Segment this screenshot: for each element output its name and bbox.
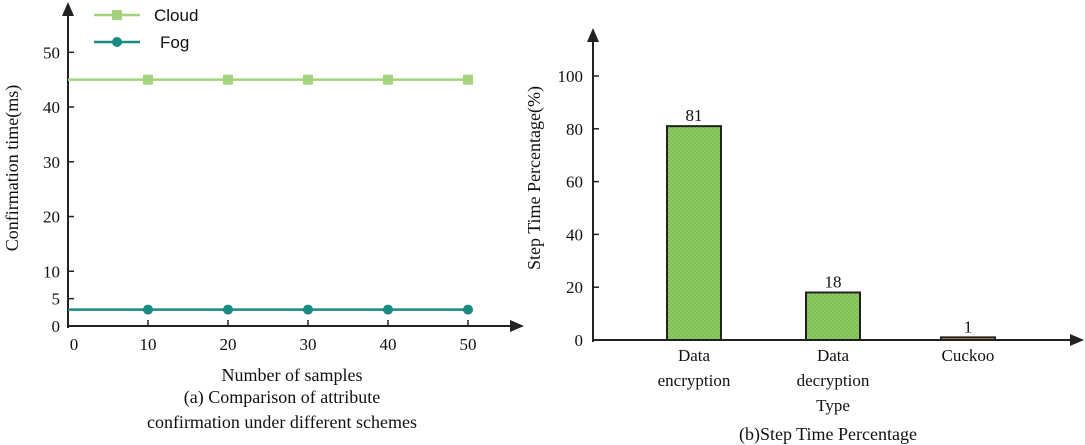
data-point-fog bbox=[383, 304, 393, 315]
data-point-fog bbox=[223, 304, 233, 315]
bar-data-encryption bbox=[666, 125, 722, 341]
data-point-cloud bbox=[223, 74, 233, 85]
bar-y-axis-label: Step Time Percentage(%) bbox=[524, 86, 545, 270]
line-x-tick-label: 30 bbox=[300, 335, 317, 354]
line-x-tick-label: 50 bbox=[460, 335, 477, 354]
bar-category-label-data-encryption: Data bbox=[678, 346, 711, 365]
bar-y-tick-label: 40 bbox=[566, 225, 583, 244]
line-x-tick-label: 40 bbox=[380, 335, 397, 354]
line-chart-caption-line-1: (a) Comparison of attribute bbox=[184, 387, 380, 408]
bar-category-label-data-decryption: decryption bbox=[797, 371, 870, 390]
bar-category-label-cuckoo: Cuckoo bbox=[942, 346, 995, 365]
data-point-cloud bbox=[303, 74, 313, 85]
bar-value-label-cuckoo: 1 bbox=[964, 317, 973, 336]
line-y-tick-label: 30 bbox=[43, 153, 60, 172]
line-y-tick-label: 50 bbox=[43, 43, 60, 62]
line-chart: 0 5 10 20 30 40 50 0 10 20 30 40 50 Cloud Fog Numbe… bbox=[2, 2, 524, 432]
bar-y-tick-label: 0 bbox=[575, 331, 584, 350]
bar-category-label-data-decryption: Data bbox=[817, 346, 850, 365]
bar-y-tick-label: 100 bbox=[558, 67, 584, 86]
line-y-tick-label: 0 bbox=[52, 317, 61, 336]
line-chart-x-axis-arrow bbox=[510, 320, 524, 332]
bar-y-tick-label: 80 bbox=[566, 120, 583, 139]
data-point-cloud bbox=[463, 74, 473, 85]
legend-fog-circle-marker bbox=[112, 37, 122, 47]
line-y-axis-label: Confirmation time(ms) bbox=[2, 85, 23, 251]
line-y-tick-label: 10 bbox=[43, 262, 60, 281]
line-x-axis-label: Number of samples bbox=[222, 365, 363, 385]
bar-chart-caption: (b)Step Time Percentage bbox=[739, 424, 917, 445]
bar-value-label-data-decryption: 18 bbox=[825, 272, 842, 291]
line-y-tick-label: 20 bbox=[43, 208, 60, 227]
bar-category-label-data-encryption: encryption bbox=[658, 371, 731, 390]
line-x-tick-label: 20 bbox=[220, 335, 237, 354]
legend-item-cloud: Cloud bbox=[94, 6, 198, 25]
legend-cloud-label: Cloud bbox=[154, 6, 198, 25]
line-y-tick-label: 40 bbox=[43, 98, 60, 117]
bar-category-label-data-decryption: Type bbox=[816, 396, 850, 415]
bar-chart-x-axis-arrow bbox=[1070, 334, 1084, 346]
data-point-fog bbox=[143, 304, 153, 315]
line-x-tick-label: 10 bbox=[140, 335, 157, 354]
line-chart-caption-line-2: confirmation under different schemes bbox=[147, 412, 417, 432]
bar-chart-y-axis-arrow bbox=[587, 28, 599, 42]
bar-value-label-data-encryption: 81 bbox=[686, 106, 703, 125]
legend-cloud-square-marker bbox=[112, 10, 122, 20]
bar-chart: 0 20 40 60 80 100 81 Data encryption 18 Data decry… bbox=[524, 28, 1084, 445]
data-point-fog bbox=[463, 304, 473, 315]
data-point-cloud bbox=[383, 74, 393, 85]
line-y-tick-label: 5 bbox=[52, 290, 61, 309]
line-x-tick-label: 0 bbox=[70, 335, 79, 354]
bar-cuckoo bbox=[940, 336, 996, 341]
bar-data-decryption bbox=[805, 291, 861, 342]
line-chart-y-axis-arrow bbox=[62, 2, 74, 16]
data-point-fog bbox=[303, 304, 313, 315]
bar-y-tick-label: 60 bbox=[566, 173, 583, 192]
legend-item-fog: Fog bbox=[94, 33, 189, 52]
line-legend: Cloud Fog bbox=[94, 6, 198, 52]
data-point-cloud bbox=[143, 74, 153, 85]
legend-fog-label: Fog bbox=[160, 33, 189, 52]
bar-y-tick-label: 20 bbox=[566, 278, 583, 297]
